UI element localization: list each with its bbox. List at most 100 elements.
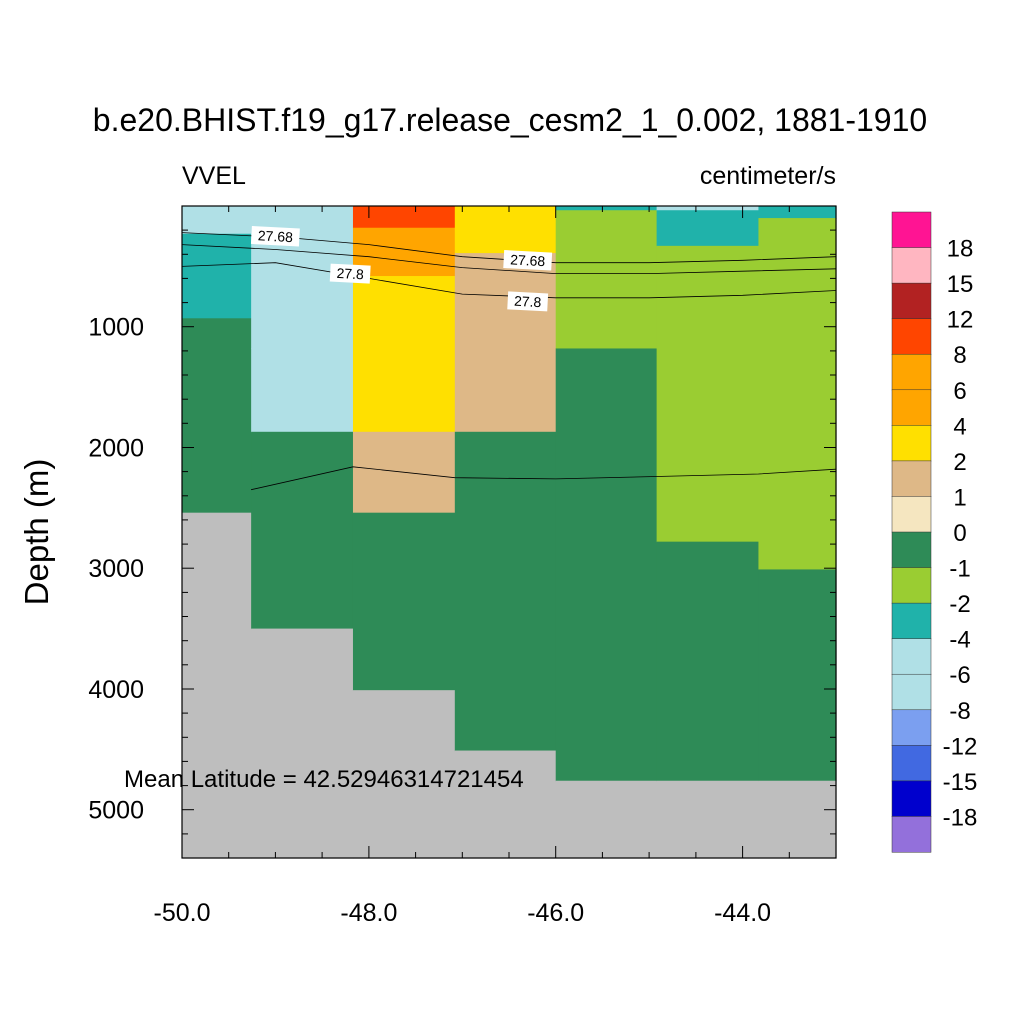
colorbar-label: -1 xyxy=(949,556,970,583)
contour-label-text: 27.68 xyxy=(510,251,546,269)
colorbar-label: 18 xyxy=(947,236,974,263)
y-tick-labels: 1000 2000 3000 4000 5000 xyxy=(88,314,144,825)
colorbar-label: 0 xyxy=(953,520,966,547)
colorbar-label: -8 xyxy=(949,698,970,725)
colorbar-swatch xyxy=(891,318,932,355)
y-tick-label: 2000 xyxy=(88,435,144,463)
velocity-cell xyxy=(454,431,557,752)
colorbar-label: -18 xyxy=(943,804,978,831)
chart-title: b.e20.BHIST.f19_g17.release_cesm2_1_0.00… xyxy=(93,102,927,138)
colorbar-labels: 18 15 12 8 6 4 2 1 0 -1 -2 -4 -6 -8 -12 -15 -18 xyxy=(943,236,978,832)
contour-label-box xyxy=(503,250,553,271)
colorbar-label: 8 xyxy=(953,342,966,369)
y-tick-label: 3000 xyxy=(88,555,144,583)
velocity-cell xyxy=(352,512,456,691)
land-mask-cell xyxy=(352,690,456,859)
x-tick-label: -46.0 xyxy=(527,899,584,927)
colorbar-swatch xyxy=(891,247,932,284)
colorbar-swatch xyxy=(891,673,932,711)
colorbar-swatch xyxy=(891,496,932,533)
contour-label: 27.68 xyxy=(250,225,300,247)
colorbar-label: 6 xyxy=(953,378,966,405)
land-mask-cell xyxy=(251,628,354,859)
contour-label-text: 27.68 xyxy=(257,227,293,245)
colorbar-label: -6 xyxy=(949,662,970,689)
velocity-cell xyxy=(758,218,837,571)
velocity-cell xyxy=(454,253,557,433)
mean-latitude-annotation: Mean Latitude = 42.52946314721454 xyxy=(124,766,524,793)
colorbar-swatch xyxy=(891,389,932,426)
colorbar-label: -15 xyxy=(943,769,978,796)
colorbar-swatch xyxy=(891,353,932,391)
contour-labels: 27.68 27.68 27.8 27.8 xyxy=(250,225,553,312)
colorbar-swatch xyxy=(891,638,932,675)
colorbar-swatch xyxy=(891,567,932,604)
land-mask-cell xyxy=(555,780,658,859)
colorbar-swatch xyxy=(891,816,932,853)
colorbar-swatch xyxy=(891,425,932,462)
colorbar-label: 2 xyxy=(953,449,966,476)
contour-label: 27.8 xyxy=(507,291,549,312)
colorbar-label: 12 xyxy=(947,307,974,334)
velocity-cell xyxy=(758,569,837,782)
y-tick-label: 4000 xyxy=(88,676,144,704)
x-tick-label: -50.0 xyxy=(154,899,211,927)
x-tick-label: -48.0 xyxy=(340,899,397,927)
colorbar-swatch xyxy=(891,531,932,569)
colorbar-swatch xyxy=(891,460,932,498)
colorbar-swatch xyxy=(891,780,932,818)
velocity-cell xyxy=(454,206,557,254)
land-mask-cell xyxy=(182,512,252,859)
velocity-cell xyxy=(251,431,354,630)
velocity-cell xyxy=(182,318,252,514)
velocity-cell xyxy=(251,348,354,433)
colorbar-label: 1 xyxy=(953,484,966,511)
contour-label-text: 27.8 xyxy=(336,265,364,282)
colorbar-label: 4 xyxy=(953,413,966,440)
velocity-cell xyxy=(352,206,456,229)
land-mask-cell xyxy=(454,750,557,859)
variable-label: VVEL xyxy=(182,162,246,190)
contour-line xyxy=(181,244,837,275)
velocity-cell xyxy=(182,206,252,211)
velocity-cell xyxy=(352,276,456,433)
velocity-cell xyxy=(182,210,252,235)
units-label: centimeter/s xyxy=(700,162,836,190)
x-tick-labels: -50.0 -48.0 -46.0 -44.0 xyxy=(154,899,772,927)
velocity-cell xyxy=(555,210,658,350)
colorbar xyxy=(891,211,932,853)
colorbar-label: -12 xyxy=(943,733,978,760)
axis-ticks xyxy=(181,206,837,858)
contour-label: 27.68 xyxy=(503,250,553,271)
contour-label-text: 27.8 xyxy=(514,293,542,310)
velocity-cell xyxy=(555,206,658,211)
land-mask-cell xyxy=(758,780,837,859)
data-cells xyxy=(182,206,837,859)
contour-label: 27.8 xyxy=(329,263,371,284)
colorbar-swatch xyxy=(891,211,932,249)
velocity-cell xyxy=(251,233,354,350)
velocity-cell xyxy=(656,206,760,211)
velocity-cell xyxy=(555,348,658,782)
colorbar-swatch xyxy=(891,709,932,746)
land-mask-cell xyxy=(656,780,760,859)
y-axis-label: Depth (m) xyxy=(18,459,55,606)
contour-line xyxy=(251,466,837,491)
velocity-cell xyxy=(656,210,760,247)
contour-label-box xyxy=(250,225,300,247)
colorbar-label: 15 xyxy=(947,271,974,298)
contour-label-box xyxy=(329,263,371,284)
x-tick-label: -44.0 xyxy=(714,899,771,927)
colorbar-swatch xyxy=(891,282,932,320)
colorbar-label: -2 xyxy=(949,591,970,618)
colorbar-label: -4 xyxy=(949,627,970,654)
velocity-cell xyxy=(758,206,837,219)
velocity-cell xyxy=(656,541,760,782)
colorbar-swatch xyxy=(891,745,932,782)
y-tick-label: 1000 xyxy=(88,314,144,342)
colorbar-swatch xyxy=(891,602,932,640)
contour-label-box xyxy=(507,291,549,312)
y-tick-label: 5000 xyxy=(88,797,144,825)
velocity-cell xyxy=(656,245,760,543)
